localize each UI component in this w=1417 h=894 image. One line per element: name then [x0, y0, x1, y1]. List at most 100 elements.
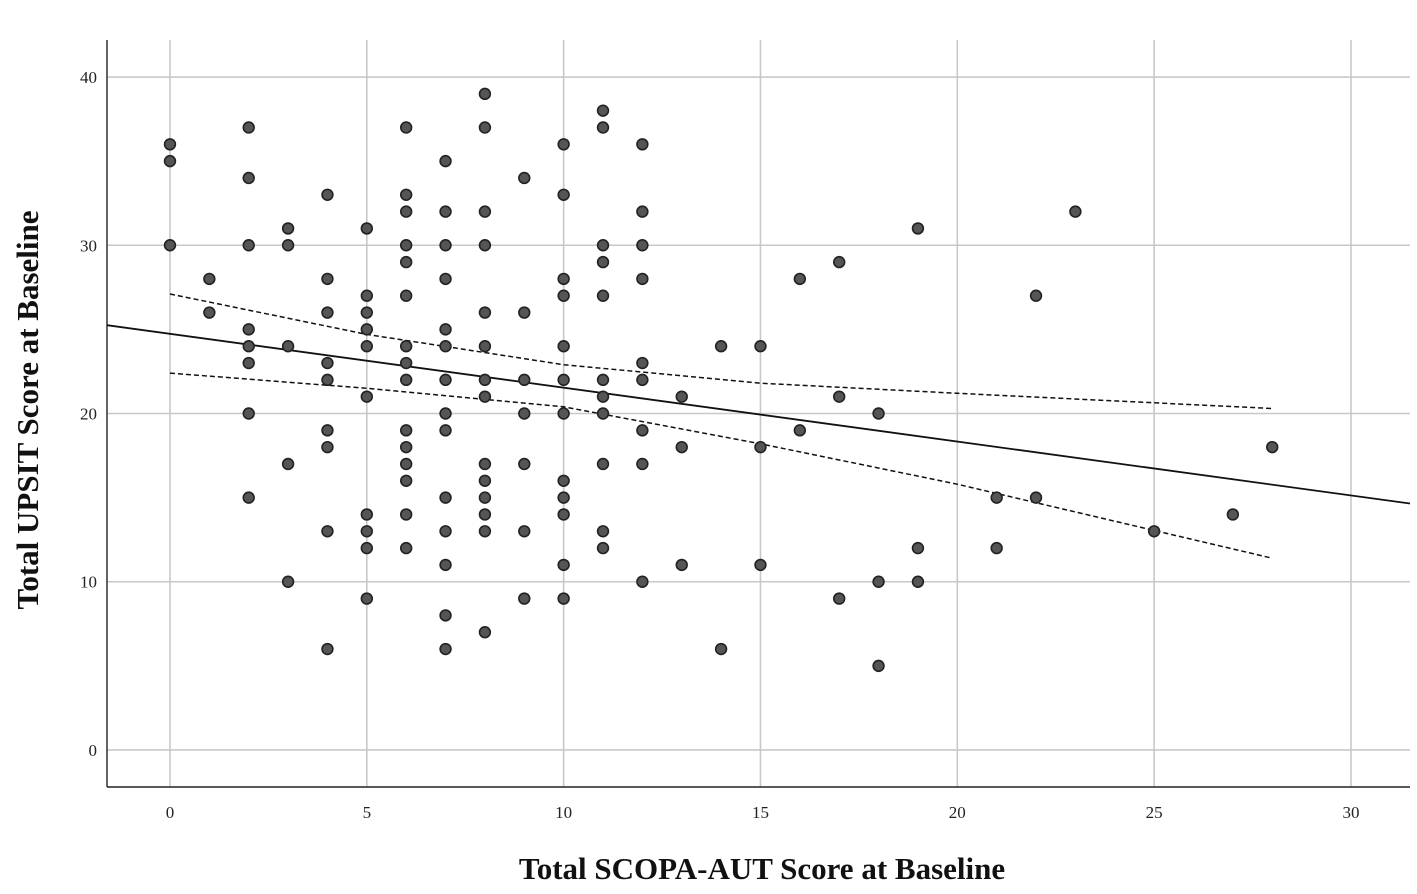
data-point — [596, 407, 610, 420]
data-point — [557, 340, 570, 353]
x-tick-label: 5 — [363, 803, 372, 822]
data-point — [321, 272, 334, 286]
data-point — [242, 491, 255, 504]
data-point — [399, 188, 413, 201]
data-point — [754, 558, 767, 572]
data-point — [360, 289, 374, 302]
data-point — [242, 323, 255, 336]
confidence-upper-line — [169, 293, 1273, 410]
data-point — [399, 239, 413, 252]
data-point — [360, 525, 374, 538]
data-point — [1069, 205, 1082, 218]
data-point — [439, 642, 452, 656]
data-point — [636, 457, 649, 471]
data-point — [399, 457, 413, 471]
data-point — [832, 390, 846, 403]
y-tick-label: 30 — [80, 236, 97, 255]
data-point — [399, 289, 413, 302]
data-point — [1029, 491, 1043, 504]
data-point — [242, 407, 255, 420]
data-point — [911, 541, 925, 555]
data-point — [399, 356, 413, 370]
data-point — [518, 171, 531, 185]
data-point — [242, 340, 255, 353]
y-tick-label: 10 — [80, 573, 97, 592]
data-point — [557, 491, 570, 504]
data-point — [596, 390, 610, 403]
data-point — [360, 541, 374, 555]
data-point — [242, 239, 255, 252]
data-point — [163, 138, 177, 151]
data-point — [478, 525, 492, 538]
data-point — [518, 457, 531, 471]
data-point — [557, 138, 570, 151]
data-point — [596, 457, 610, 471]
data-point — [557, 407, 570, 420]
data-point — [399, 541, 413, 555]
data-point — [596, 373, 610, 387]
data-point — [399, 255, 413, 269]
x-tick-label: 0 — [166, 803, 175, 822]
data-point — [321, 306, 334, 319]
data-point — [557, 188, 570, 201]
x-tick-label: 25 — [1146, 803, 1163, 822]
data-point — [478, 474, 492, 487]
data-point — [832, 255, 846, 269]
data-point — [281, 457, 295, 471]
data-point — [439, 491, 452, 504]
data-point — [321, 188, 334, 201]
data-point — [990, 491, 1003, 504]
data-point — [360, 340, 374, 353]
data-point — [439, 154, 452, 168]
data-point — [439, 407, 452, 420]
data-point — [242, 356, 255, 370]
y-axis-title: Total UPSIT Score at Baseline — [10, 210, 45, 609]
data-point — [399, 340, 413, 353]
data-point — [281, 575, 295, 588]
y-tick-label: 20 — [80, 405, 97, 424]
data-point — [399, 440, 413, 454]
data-point — [478, 390, 492, 403]
data-point — [596, 239, 610, 252]
x-tick-label: 20 — [949, 803, 966, 822]
x-tick-label: 10 — [555, 803, 572, 822]
data-point — [478, 626, 492, 639]
data-point — [321, 373, 334, 387]
data-point — [360, 592, 374, 605]
data-point — [399, 121, 413, 134]
data-point — [596, 289, 610, 302]
data-point — [360, 323, 374, 336]
data-point — [596, 541, 610, 555]
data-point — [1147, 525, 1161, 538]
data-point — [754, 440, 767, 454]
data-point — [478, 508, 492, 521]
data-point — [399, 424, 413, 437]
data-point — [478, 121, 492, 134]
data-point — [203, 272, 216, 286]
data-point — [478, 373, 492, 387]
data-point — [636, 272, 649, 286]
data-point — [399, 474, 413, 487]
data-point — [636, 373, 649, 387]
data-point — [478, 239, 492, 252]
data-point — [636, 356, 649, 370]
data-point — [281, 340, 295, 353]
data-point — [321, 525, 334, 538]
fit-lines — [106, 293, 1411, 559]
y-tick-label: 40 — [80, 68, 97, 87]
data-point — [518, 592, 531, 605]
data-point — [1266, 440, 1279, 454]
data-point — [203, 306, 216, 319]
data-point — [439, 272, 452, 286]
data-point — [439, 205, 452, 218]
data-point — [163, 239, 177, 252]
data-point — [596, 121, 610, 134]
data-point — [872, 407, 885, 420]
data-point — [163, 154, 177, 168]
data-point — [399, 205, 413, 218]
x-tick-label: 15 — [752, 803, 769, 822]
data-point — [557, 558, 570, 572]
data-point — [399, 373, 413, 387]
axes — [106, 40, 1410, 788]
